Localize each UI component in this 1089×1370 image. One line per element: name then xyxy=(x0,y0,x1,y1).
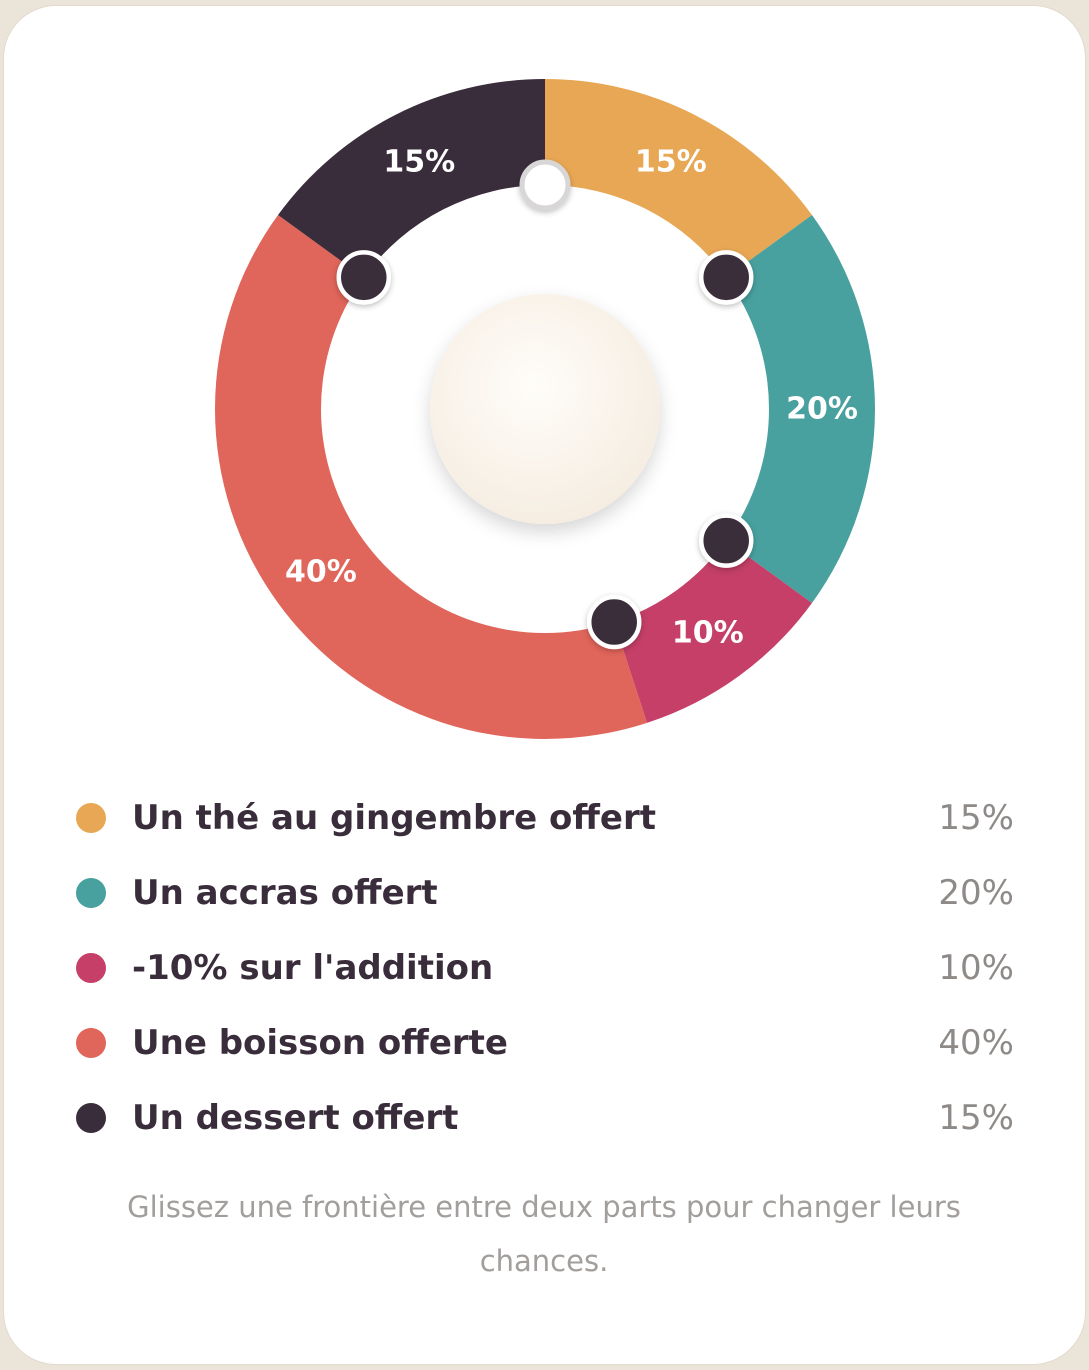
wheel-segment xyxy=(278,79,545,278)
segment-boundary-handle[interactable] xyxy=(586,594,642,650)
legend-item-percent: 15% xyxy=(938,797,1014,838)
legend-item: Un thé au gingembre offert 15% xyxy=(76,780,1014,855)
color-dot-icon xyxy=(76,1027,106,1058)
wheel-segment-label: 10% xyxy=(672,616,744,651)
legend-item-label: Un dessert offert xyxy=(132,1097,459,1138)
segment-boundary-handle[interactable] xyxy=(336,250,392,305)
legend-item-percent: 15% xyxy=(938,1097,1014,1138)
segment-boundary-handle[interactable] xyxy=(698,250,754,305)
color-dot-icon xyxy=(76,1102,106,1133)
wheel-segment-label: 20% xyxy=(786,392,858,427)
legend-item-percent: 10% xyxy=(938,947,1014,988)
legend-item-label: Une boisson offerte xyxy=(132,1022,508,1063)
color-dot-icon xyxy=(76,802,106,833)
wheel-hub[interactable] xyxy=(430,294,660,524)
legend-item-label: Un accras offert xyxy=(132,872,438,913)
wheel-segment xyxy=(545,79,812,278)
wheel-segment-label: 15% xyxy=(383,145,455,180)
legend-item-label: -10% sur l'addition xyxy=(132,947,494,988)
prize-legend: Un thé au gingembre offert 15% Un accras… xyxy=(76,780,1014,1155)
wheel-segment-label: 15% xyxy=(635,145,707,180)
wheel-segment xyxy=(215,215,647,739)
wheel-segment xyxy=(726,215,876,603)
wheel-segment xyxy=(614,540,812,723)
help-text: Glissez une frontière entre deux parts p… xyxy=(127,1190,961,1278)
color-dot-icon xyxy=(76,952,106,983)
prize-wheel: 15% 20% 10% 40% 15% xyxy=(215,79,876,739)
legend-item: Une boisson offerte 40% xyxy=(76,1005,1014,1080)
legend-item: -10% sur l'addition 10% xyxy=(76,930,1014,1005)
legend-item-percent: 40% xyxy=(938,1022,1014,1063)
wheel-segment-label: 40% xyxy=(285,554,357,589)
legend-item-percent: 20% xyxy=(938,872,1014,913)
legend-item: Un accras offert 20% xyxy=(76,855,1014,930)
legend-item: Un dessert offert 15% xyxy=(76,1080,1014,1155)
legend-item-label: Un thé au gingembre offert xyxy=(132,797,656,838)
color-dot-icon xyxy=(76,877,106,908)
wheel-start-handle[interactable] xyxy=(519,159,571,211)
segment-boundary-handle[interactable] xyxy=(698,513,754,568)
